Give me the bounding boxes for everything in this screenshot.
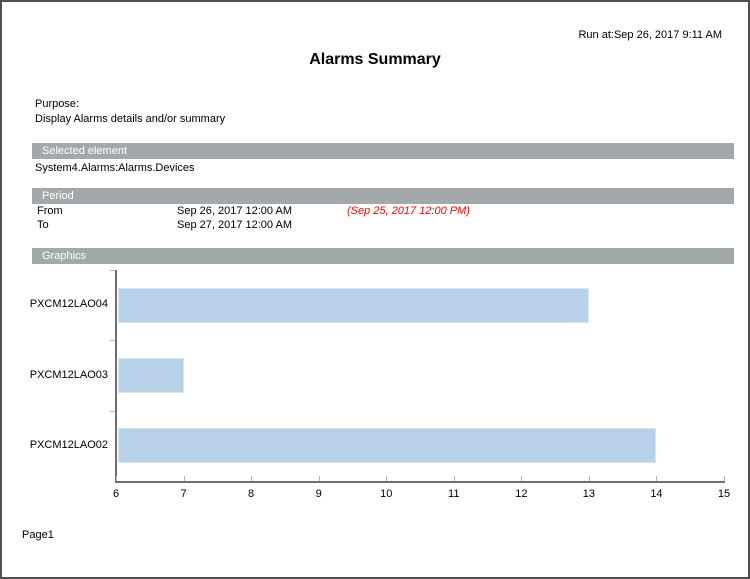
chart-x-tick-label: 14 [650, 488, 663, 500]
period-to-value: Sep 27, 2017 12:00 AM [177, 219, 292, 231]
section-header-period: Period [32, 188, 734, 204]
chart-x-tick [453, 476, 455, 481]
chart-y-tick [110, 410, 115, 412]
chart-x-tick-label: 7 [180, 488, 187, 500]
period-row-to: To Sep 27, 2017 12:00 AM [2, 219, 748, 233]
chart-x-tick [318, 476, 320, 481]
chart-category-label: PXCM12LAO04 [29, 298, 108, 311]
chart-x-tick-label: 10 [380, 488, 393, 500]
chart-bar [118, 428, 657, 464]
chart-bar [118, 358, 184, 393]
chart-y-tick [110, 340, 115, 342]
chart-x-tick [656, 476, 658, 481]
chart-x-tick [183, 476, 185, 481]
chart-y-axis-line [115, 270, 117, 483]
purpose-label: Purpose: [35, 98, 80, 110]
period-to-label: To [37, 219, 49, 231]
chart-x-tick [386, 476, 388, 481]
chart-x-tick [116, 476, 117, 481]
chart-x-axis-line [115, 481, 725, 483]
chart-category-label: PXCM12LAO03 [29, 368, 108, 381]
chart-x-tick [521, 476, 523, 481]
chart-x-tick-label: 13 [582, 488, 595, 500]
chart-bar [118, 287, 589, 323]
run-at-timestamp: Run at:Sep 26, 2017 9:11 AM [578, 29, 722, 41]
chart-x-tick-label: 8 [248, 488, 255, 500]
period-from-note: (Sep 25, 2017 12:00 PM) [347, 205, 470, 217]
chart-x-tick-label: 15 [717, 488, 731, 500]
chart-x-tick-label: 12 [515, 488, 528, 500]
selected-element-value: System4.Alarms:Alarms.Devices [35, 162, 195, 174]
section-header-selected-element: Selected element [32, 143, 734, 159]
chart-x-tick-label: 11 [448, 488, 460, 500]
period-row-from: From Sep 26, 2017 12:00 AM (Sep 25, 2017… [2, 205, 748, 219]
page-number: Page1 [22, 529, 54, 541]
period-from-value: Sep 26, 2017 12:00 AM [177, 205, 292, 217]
section-header-graphics: Graphics [32, 248, 734, 264]
chart-x-tick [588, 476, 590, 481]
chart-x-tick [251, 476, 253, 481]
chart-x-tick [724, 476, 725, 481]
period-from-label: From [37, 205, 63, 217]
purpose-block: Purpose: Display Alarms details and/or s… [35, 97, 225, 127]
chart-x-tick-label: 9 [315, 488, 322, 500]
alarms-bar-chart: 6 7 8 9 10 11 12 13 14 15 PXCM12LAO04 PXCM12LAO03 PX… [2, 268, 748, 518]
page-title: Alarms Summary [309, 51, 441, 68]
purpose-text: Display Alarms details and/or summary [35, 113, 226, 125]
chart-category-label: PXCM12LAO02 [29, 438, 108, 451]
chart-y-tick [110, 270, 115, 271]
chart-x-tick-label: 6 [112, 488, 120, 500]
